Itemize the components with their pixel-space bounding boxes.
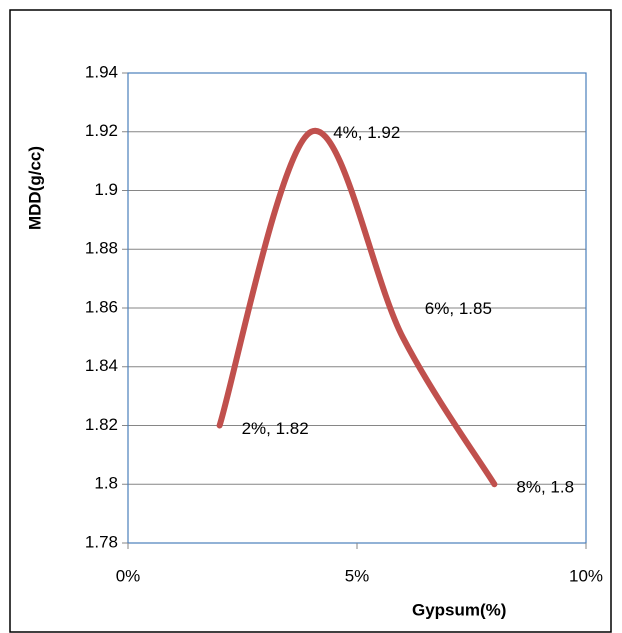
y-tick-label: 1.88: [85, 239, 118, 258]
data-label: 8%, 1.8: [516, 478, 574, 497]
x-tick-label: 0%: [116, 566, 141, 585]
data-line: [216, 127, 498, 488]
x-axis-title: Gypsum(%): [412, 600, 506, 619]
data-label: 6%, 1.85: [425, 299, 492, 318]
y-tick-label: 1.94: [85, 62, 118, 81]
data-label: 2%, 1.82: [242, 419, 309, 438]
y-tick-label: 1.86: [85, 297, 118, 316]
y-tick-label: 1.92: [85, 121, 118, 140]
chart-frame: [9, 9, 612, 633]
y-tick-label: 1.82: [85, 415, 118, 434]
y-axis-title: MDD(g/cc): [25, 146, 44, 230]
y-tick-label: 1.8: [94, 474, 118, 493]
x-tick-label: 5%: [345, 566, 370, 585]
data-label: 4%, 1.92: [333, 123, 400, 142]
y-tick-label: 1.84: [85, 356, 118, 375]
x-tick-label: 10%: [569, 566, 603, 585]
y-tick-label: 1.78: [85, 532, 118, 551]
y-tick-label: 1.9: [94, 180, 118, 199]
